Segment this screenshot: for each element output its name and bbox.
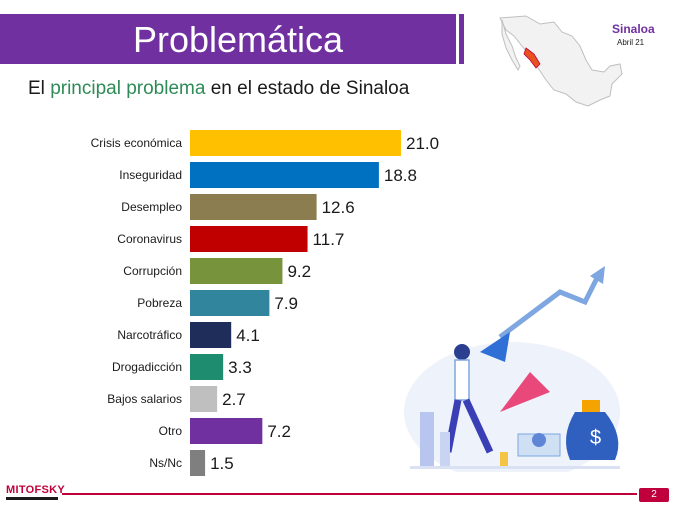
bar [190, 226, 308, 252]
value-label: 7.9 [274, 294, 298, 313]
category-label: Otro [159, 424, 183, 438]
category-label: Desempleo [121, 200, 182, 214]
category-label: Pobreza [137, 296, 182, 310]
category-label: Coronavirus [117, 232, 182, 246]
title-bar: Problemática [0, 14, 456, 64]
bar [190, 418, 263, 444]
economic-decline-illustration: $ [404, 266, 620, 472]
category-label: Crisis económica [91, 136, 183, 150]
category-label: Narcotráfico [117, 328, 182, 342]
bar [190, 354, 224, 380]
value-label: 18.8 [384, 166, 417, 185]
chart-subtitle: El principal problema en el estado de Si… [28, 78, 409, 100]
category-label: Inseguridad [119, 168, 182, 182]
logo-underline [6, 497, 58, 500]
bar [190, 194, 317, 220]
value-label: 4.1 [236, 326, 260, 345]
date-label: Abril 21 [617, 38, 645, 47]
region-label: Sinaloa [612, 22, 655, 36]
title-accent-stripe [459, 14, 464, 64]
subtitle-suffix: en el estado de Sinaloa [205, 78, 410, 99]
bar [190, 386, 218, 412]
bar [190, 322, 232, 348]
footer-divider [62, 493, 637, 495]
value-label: 7.2 [267, 422, 291, 441]
value-label: 1.5 [210, 454, 234, 473]
value-label: 3.3 [228, 358, 252, 377]
value-label: 11.7 [313, 230, 345, 249]
category-label: Drogadicción [112, 360, 182, 374]
bar [190, 450, 206, 476]
bar-chart: Crisis económica 21.0 Inseguridad 18.8 Desem… [91, 130, 439, 476]
bar [190, 258, 283, 284]
value-label: 21.0 [406, 134, 439, 153]
bar [190, 130, 401, 156]
page-title: Problemática [132, 19, 344, 60]
svg-text:$: $ [590, 427, 601, 449]
bar [190, 162, 379, 188]
category-label: Bajos salarios [107, 392, 182, 406]
value-label: 12.6 [322, 198, 355, 217]
mexico-map-icon [499, 15, 623, 107]
mitofsky-logo: MITOFSKY [6, 484, 66, 496]
value-label: 2.7 [222, 390, 246, 409]
category-label: Corrupción [123, 264, 182, 278]
subtitle-highlight: principal problema [50, 78, 206, 99]
bar [190, 290, 270, 316]
subtitle-prefix: El [28, 78, 51, 99]
category-label: Ns/Nc [149, 456, 182, 470]
page-number: 2 [639, 488, 669, 502]
value-label: 9.2 [287, 262, 311, 281]
